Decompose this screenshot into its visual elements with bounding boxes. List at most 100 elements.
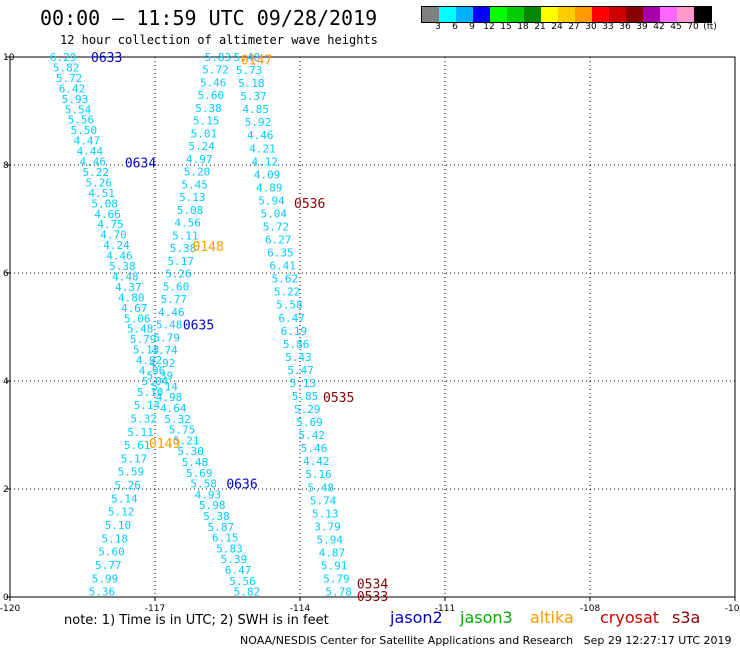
swh-value: 5.30 bbox=[177, 445, 204, 458]
swh-value: 5.56 bbox=[229, 575, 256, 588]
swh-value: 5.46 bbox=[200, 76, 227, 89]
swh-value: 5.60 bbox=[98, 546, 125, 559]
x-tick-label: -120 bbox=[0, 604, 20, 614]
swh-value: 4.93 bbox=[195, 488, 222, 501]
swh-value: 5.94 bbox=[316, 533, 343, 546]
swh-value: 4.89 bbox=[256, 181, 283, 194]
scale-swatch bbox=[660, 7, 677, 22]
y-tick-label: 2 bbox=[3, 485, 9, 495]
swh-value: 5.48 bbox=[182, 456, 209, 469]
swh-value: 5.98 bbox=[199, 499, 226, 512]
x-tick-label: -105 bbox=[725, 604, 740, 614]
x-tick-label: -111 bbox=[435, 604, 455, 614]
scale-swatch bbox=[456, 7, 473, 22]
scale-label: 45 bbox=[670, 22, 682, 32]
swh-value: 4.98 bbox=[156, 391, 183, 404]
swh-value: 4.92 bbox=[149, 357, 176, 370]
swh-value: 5.13 bbox=[312, 507, 339, 520]
scale-swatch bbox=[677, 7, 694, 22]
swh-value: 5.69 bbox=[186, 467, 213, 480]
swh-value: 5.72 bbox=[263, 221, 290, 234]
legend-altika: altika bbox=[530, 608, 574, 627]
swh-value: 4.85 bbox=[243, 103, 270, 116]
x-tick-label: -117 bbox=[145, 604, 165, 614]
swh-value: 5.79 bbox=[130, 333, 157, 346]
color-scale-bar bbox=[421, 6, 712, 23]
swh-value: 5.58 bbox=[190, 478, 217, 491]
swh-value: 6.15 bbox=[212, 532, 239, 545]
swh-value: 6.47 bbox=[278, 312, 305, 325]
swh-value: 6.35 bbox=[267, 247, 294, 260]
swh-value: 5.38 bbox=[170, 242, 197, 255]
y-tick-label: 4 bbox=[3, 377, 9, 387]
pass-label: 0635 bbox=[183, 318, 214, 333]
swh-value: 4.67 bbox=[121, 302, 148, 315]
swh-value: 6.27 bbox=[265, 234, 292, 247]
scale-swatch bbox=[439, 7, 456, 22]
swh-value: 4.66 bbox=[94, 208, 121, 221]
swh-value: 4.87 bbox=[319, 546, 346, 559]
swh-value: 5.38 bbox=[109, 260, 136, 273]
page-title: 00:00 – 11:59 UTC 09/28/2019 bbox=[40, 6, 378, 30]
scale-swatch bbox=[524, 7, 541, 22]
swh-value: 5.86 bbox=[283, 338, 310, 351]
swh-value: 5.69 bbox=[296, 416, 323, 429]
swh-value: 5.21 bbox=[173, 434, 200, 447]
scale-label: 27 bbox=[568, 22, 580, 32]
scale-label: 15 bbox=[500, 22, 512, 32]
scale-swatch bbox=[592, 7, 609, 22]
swh-value: 5.83 bbox=[205, 51, 232, 64]
swh-value: 5.22 bbox=[274, 286, 301, 299]
swh-value: 5.29 bbox=[294, 403, 321, 416]
scale-label: 12 bbox=[483, 22, 495, 32]
swh-value: 5.38 bbox=[195, 102, 222, 115]
legend-cryosat: cryosat bbox=[600, 608, 660, 627]
swh-value: 4.56 bbox=[174, 217, 201, 230]
scale-label: 6 bbox=[452, 22, 458, 32]
scale-swatch bbox=[626, 7, 643, 22]
pass-label: 0149 bbox=[149, 437, 180, 452]
scale-swatch bbox=[422, 7, 439, 22]
swh-value: 4.75 bbox=[97, 218, 124, 231]
swh-value: 5.92 bbox=[245, 116, 272, 129]
swh-value: 5.08 bbox=[177, 204, 204, 217]
swh-value: 4.21 bbox=[249, 142, 276, 155]
swh-value: 6.47 bbox=[225, 564, 252, 577]
scale-swatch bbox=[609, 7, 626, 22]
pass-label: 0534 bbox=[357, 578, 388, 593]
swh-value: 5.74 bbox=[310, 494, 337, 507]
swh-value: 4.51 bbox=[88, 187, 115, 200]
swh-value: 5.78 bbox=[325, 586, 352, 599]
swh-value: 4.47 bbox=[74, 135, 101, 148]
swh-value: 4.24 bbox=[103, 239, 130, 252]
swh-value: 4.64 bbox=[160, 402, 187, 415]
swh-value: 5.04 bbox=[142, 375, 169, 388]
swh-value: 5.77 bbox=[161, 293, 188, 306]
pass-label: 0634 bbox=[125, 156, 156, 171]
swh-value: 6.42 bbox=[59, 82, 86, 95]
scale-swatch bbox=[558, 7, 575, 22]
swh-value: 5.56 bbox=[68, 114, 95, 127]
swh-value: 4.74 bbox=[151, 344, 178, 357]
page-subtitle: 12 hour collection of altimeter wave hei… bbox=[60, 33, 378, 47]
scale-label: 33 bbox=[602, 22, 614, 32]
swh-value: 5.50 bbox=[71, 124, 98, 137]
swh-value: 5.17 bbox=[167, 255, 194, 268]
pass-label: 0536 bbox=[294, 197, 325, 212]
swh-value: 4.46 bbox=[106, 250, 133, 263]
swh-value: 5.10 bbox=[105, 519, 132, 532]
plot-frame bbox=[9, 56, 736, 598]
swh-value: 5.22 bbox=[83, 166, 110, 179]
swh-value: 4.46 bbox=[247, 129, 274, 142]
pass-label: 0148 bbox=[193, 240, 224, 255]
scale-label: 42 bbox=[653, 22, 665, 32]
scale-label: 70 bbox=[687, 22, 699, 32]
swh-value: 4.92 bbox=[136, 354, 163, 367]
swh-value: 5.20 bbox=[184, 166, 211, 179]
swh-value: 5.60 bbox=[163, 280, 190, 293]
swh-value: 6.29 bbox=[50, 51, 77, 64]
x-tick-label: -114 bbox=[290, 604, 311, 614]
swh-value: 5.82 bbox=[234, 586, 261, 599]
swh-value: 5.94 bbox=[258, 194, 285, 207]
